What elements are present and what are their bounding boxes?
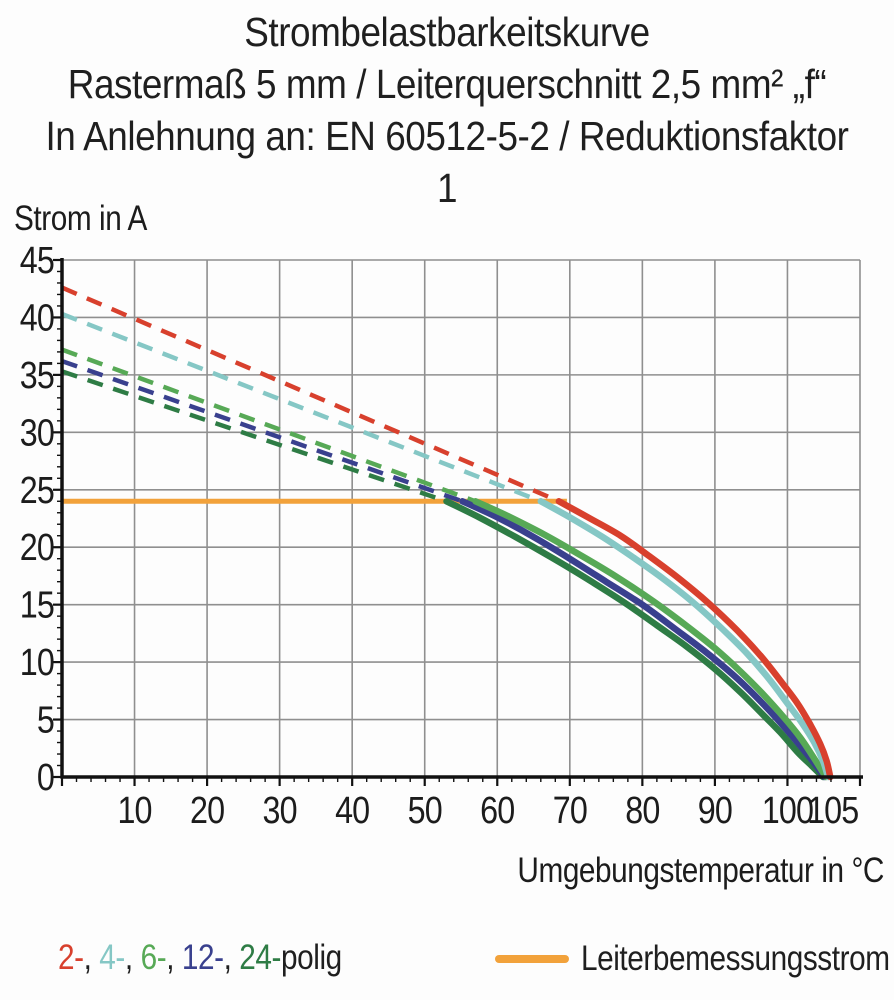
gridlines <box>62 259 861 777</box>
chart-title: Strombelastbarkeitskurve <box>244 9 650 55</box>
x-tick-label: 10 <box>117 790 152 832</box>
axes <box>53 257 863 786</box>
x-tick-label: 50 <box>408 790 443 832</box>
y-tick-label: 25 <box>20 469 55 511</box>
legend-pole-2: 2- <box>58 938 84 977</box>
y-tick-label: 15 <box>20 584 55 626</box>
data-series <box>61 285 834 781</box>
x-tick-label: 90 <box>698 790 733 832</box>
chart-subtitle-pitch: Rastermaß 5 mm / Leiterquerschnitt 2,5 m… <box>67 61 827 107</box>
rated-current-legend: Leiterbemessungsstrom <box>495 938 894 980</box>
y-tick-label: 35 <box>20 354 55 396</box>
legend-poles-suffix: polig <box>281 938 342 977</box>
x-tick-label: 40 <box>335 790 370 832</box>
x-tick-label: 105 <box>807 790 859 832</box>
x-tick-label: 60 <box>480 790 515 832</box>
legend-pole-6: 6- <box>140 938 167 977</box>
legend-pole-4: 4- <box>99 938 125 977</box>
legend-separator: , <box>223 938 240 977</box>
x-tick-label: 70 <box>553 790 588 832</box>
y-axis-label: Strom in A <box>14 199 148 238</box>
series-2-polig-curve <box>555 498 834 781</box>
chart-subtitle-standard: In Anlehnung an: EN 60512-5-2 / Reduktio… <box>45 113 849 211</box>
y-tick-label: 5 <box>37 699 54 741</box>
series-4-polig-dashed <box>61 311 542 504</box>
series-12-polig-dashed <box>61 358 464 504</box>
series-12-polig-curve <box>459 498 828 781</box>
x-tick-label: 100 <box>762 790 814 832</box>
legend-separator: , <box>83 938 100 977</box>
legend-separator: , <box>124 938 141 977</box>
x-tick-label: 30 <box>263 790 298 832</box>
series-2-polig-dashed <box>61 285 560 504</box>
series-6-polig-curve <box>472 498 830 781</box>
legend-pole-24: 24- <box>239 938 282 977</box>
y-tick-label: 20 <box>20 527 55 569</box>
y-tick-label: 10 <box>20 642 55 684</box>
x-tick-label: 80 <box>625 790 660 832</box>
y-tick-label: 45 <box>20 240 55 282</box>
x-tick-label: 20 <box>190 790 225 832</box>
series-6-polig-dashed <box>61 347 477 504</box>
series-24-polig-curve <box>443 498 827 781</box>
rated-current-swatch <box>495 955 569 963</box>
y-tick-label: 0 <box>37 757 54 799</box>
x-axis-label: Umgebungstemperatur in °C <box>517 851 884 890</box>
legend-pole-12: 12- <box>181 938 224 977</box>
poles-legend: 2-, 4-, 6-, 12-, 24-polig <box>58 938 342 978</box>
y-tick-label: 30 <box>20 412 55 454</box>
rated-current-label: Leiterbemessungsstrom <box>581 939 890 978</box>
chart-title-block: Strombelastbarkeitskurve Rastermaß 5 mm … <box>45 6 850 214</box>
legend-separator: , <box>166 938 182 977</box>
series-4-polig-curve <box>537 498 832 781</box>
y-tick-label: 40 <box>20 297 55 339</box>
series-24-polig-dashed <box>61 369 448 504</box>
